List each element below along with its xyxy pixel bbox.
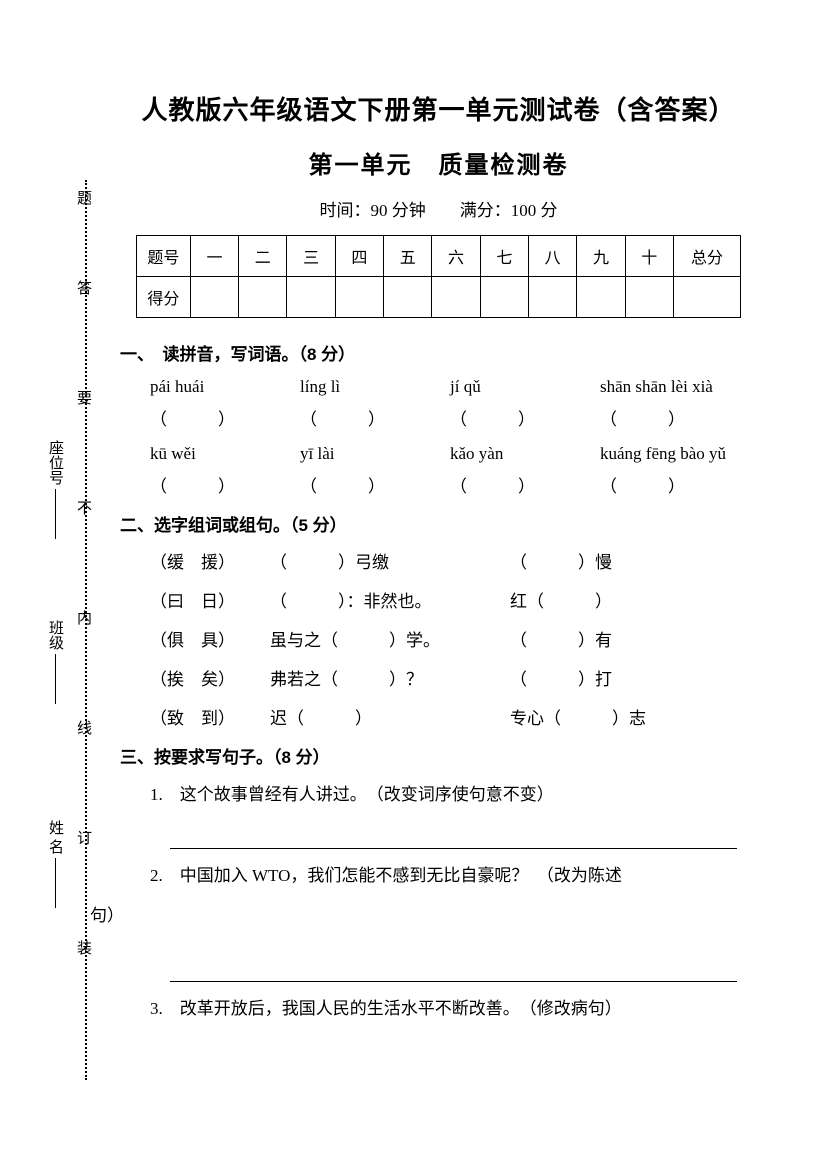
header-cell: 总分 (673, 236, 740, 277)
bracket: （ ） (300, 405, 450, 430)
bracket: （ ） (300, 472, 450, 497)
choice-fill: （ ）打 (510, 665, 757, 690)
header-cell: 六 (432, 236, 480, 277)
choice-pair: （俱 具） (150, 626, 270, 651)
answer-line (170, 954, 737, 982)
choice-fill: 红（ ） (510, 587, 757, 612)
margin-char: 要 (73, 390, 94, 413)
table-row: 得分 (136, 277, 740, 318)
section-2-title: 二、选字组词或组句。（5 分） (120, 511, 757, 536)
section-3-title: 三、按要求写句子。（8 分） (120, 743, 757, 768)
score-cell (625, 277, 673, 318)
choice-pair: （挨 矣） (150, 665, 270, 690)
choice-fill: 虽与之（ ）学。 (270, 626, 510, 651)
choice-fill: （ ）有 (510, 626, 757, 651)
choice-fill: （ ）慢 (510, 548, 757, 573)
choice-fill: 迟（ ） (270, 704, 510, 729)
pinyin-row: pái huái líng lì jí qǔ shān shān lèi xià (150, 377, 757, 397)
question-2-cont: 句） (90, 901, 757, 926)
pinyin: líng lì (300, 377, 450, 397)
word-row: （曰 日） （ ）：非然也。 红（ ） (150, 587, 757, 612)
choice-fill: 弗若之（ ）？ (270, 665, 510, 690)
score-cell (529, 277, 577, 318)
answer-line (170, 821, 737, 849)
question-2: 2. 中国加入 WTO，我们怎能不感到无比自豪呢？ （改为陈述 (150, 861, 757, 892)
header-cell: 题号 (136, 236, 190, 277)
question-3: 3. 改革开放后，我国人民的生活水平不断改善。 （修改病句） (150, 994, 757, 1025)
bracket: （ ） (150, 472, 300, 497)
score-cell (190, 277, 238, 318)
choice-pair: （致 到） (150, 704, 270, 729)
word-row: （俱 具） 虽与之（ ）学。 （ ）有 (150, 626, 757, 651)
header-cell: 八 (529, 236, 577, 277)
header-cell: 一 (190, 236, 238, 277)
title-main: 人教版六年级语文下册第一单元测试卷（含答案） (120, 90, 757, 127)
field-name: 姓 名 (45, 820, 66, 908)
header-cell: 三 (287, 236, 335, 277)
margin-char: 题 (73, 190, 94, 213)
pinyin: jí qǔ (450, 377, 600, 397)
bracket-row: （ ） （ ） （ ） （ ） (150, 405, 757, 430)
header-cell: 二 (239, 236, 287, 277)
header-cell: 四 (335, 236, 383, 277)
margin-char: 装 (73, 940, 94, 963)
header-cell: 七 (480, 236, 528, 277)
table-row: 题号 一 二 三 四 五 六 七 八 九 十 总分 (136, 236, 740, 277)
section-1-title: 一、 读拼音，写词语。（8 分） (120, 340, 757, 365)
choice-fill: （ ）弓缴 (270, 548, 510, 573)
score-cell (239, 277, 287, 318)
bracket: （ ） (600, 405, 750, 430)
word-row: （挨 矣） 弗若之（ ）？ （ ）打 (150, 665, 757, 690)
margin-char: 答 (73, 280, 94, 303)
score-cell (335, 277, 383, 318)
pinyin: kǎo yàn (450, 444, 600, 464)
pinyin-row: kū wěi yī lài kǎo yàn kuáng fēng bào yǔ (150, 444, 757, 464)
word-row: （致 到） 迟（ ） 专心（ ）志 (150, 704, 757, 729)
bracket: （ ） (600, 472, 750, 497)
row-label: 得分 (136, 277, 190, 318)
margin-char: 不 (73, 500, 94, 523)
bracket: （ ） (150, 405, 300, 430)
score-cell (480, 277, 528, 318)
score-table: 题号 一 二 三 四 五 六 七 八 九 十 总分 得分 (136, 235, 741, 318)
choice-fill: （ ）：非然也。 (270, 587, 510, 612)
score-cell (432, 277, 480, 318)
pinyin: kuáng fēng bào yǔ (600, 444, 750, 464)
choice-pair: （缓 援） (150, 548, 270, 573)
score-cell (577, 277, 625, 318)
pinyin: shān shān lèi xià (600, 377, 750, 397)
bracket: （ ） (450, 472, 600, 497)
score-cell (673, 277, 740, 318)
pinyin: kū wěi (150, 444, 300, 464)
question-1: 1. 这个故事曾经有人讲过。 （改变词序使句意不变） (150, 780, 757, 811)
choice-fill: 专心（ ）志 (510, 704, 757, 729)
choice-pair: （曰 日） (150, 587, 270, 612)
margin-char: 订 (73, 830, 94, 853)
pinyin: yī lài (300, 444, 450, 464)
header-cell: 九 (577, 236, 625, 277)
bracket-row: （ ） （ ） （ ） （ ） (150, 472, 757, 497)
score-cell (384, 277, 432, 318)
margin-char: 内 (73, 610, 94, 633)
field-seat: 座位号 (45, 440, 66, 539)
binding-margin: 题 答 要 不 内 线 订 装 座位号 班级 姓 名 (65, 180, 105, 1080)
field-class: 班级 (45, 620, 66, 704)
exam-info: 时间：90 分钟 满分：100 分 (120, 196, 757, 221)
pinyin: pái huái (150, 377, 300, 397)
header-cell: 十 (625, 236, 673, 277)
word-row: （缓 援） （ ）弓缴 （ ）慢 (150, 548, 757, 573)
title-sub: 第一单元 质量检测卷 (120, 145, 757, 180)
bracket: （ ） (450, 405, 600, 430)
score-cell (287, 277, 335, 318)
header-cell: 五 (384, 236, 432, 277)
margin-char: 线 (73, 720, 94, 743)
